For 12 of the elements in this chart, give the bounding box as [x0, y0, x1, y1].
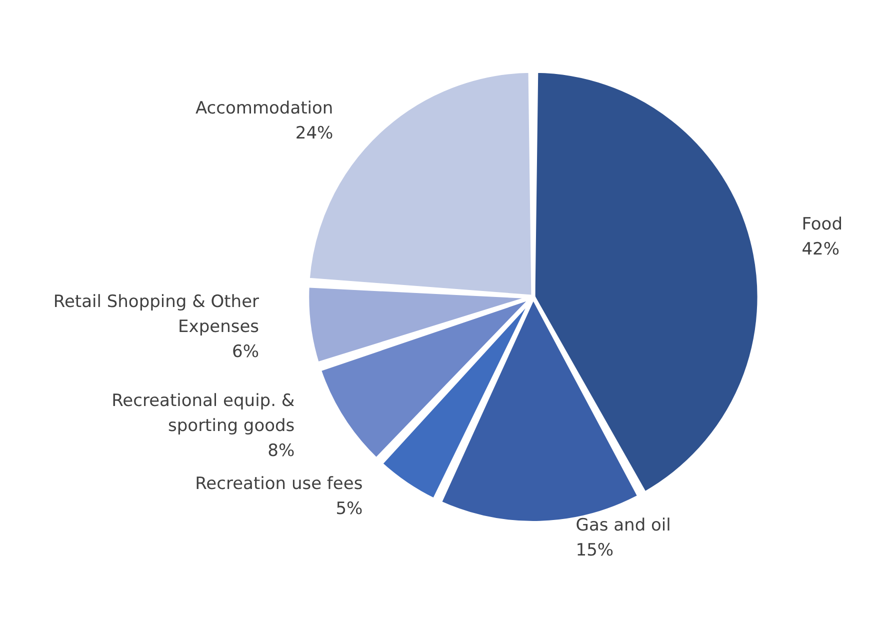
data-label: 5% — [336, 498, 363, 519]
slice-label: Recreation use fees — [195, 474, 363, 494]
slice-label: Food — [802, 214, 842, 234]
data-label: 42% — [802, 239, 840, 260]
data-label: 8% — [268, 441, 295, 462]
data-label: 15% — [576, 540, 614, 560]
slice-label: Gas and oil — [576, 515, 671, 536]
slice-label: Accommodation — [195, 98, 334, 119]
data-label: 6% — [232, 342, 260, 362]
slice-label: Retail Shopping & Other Expenses — [53, 292, 260, 338]
slice-label: Recreational equip. & sporting goods — [112, 391, 295, 436]
data-label: 24% — [295, 124, 334, 144]
